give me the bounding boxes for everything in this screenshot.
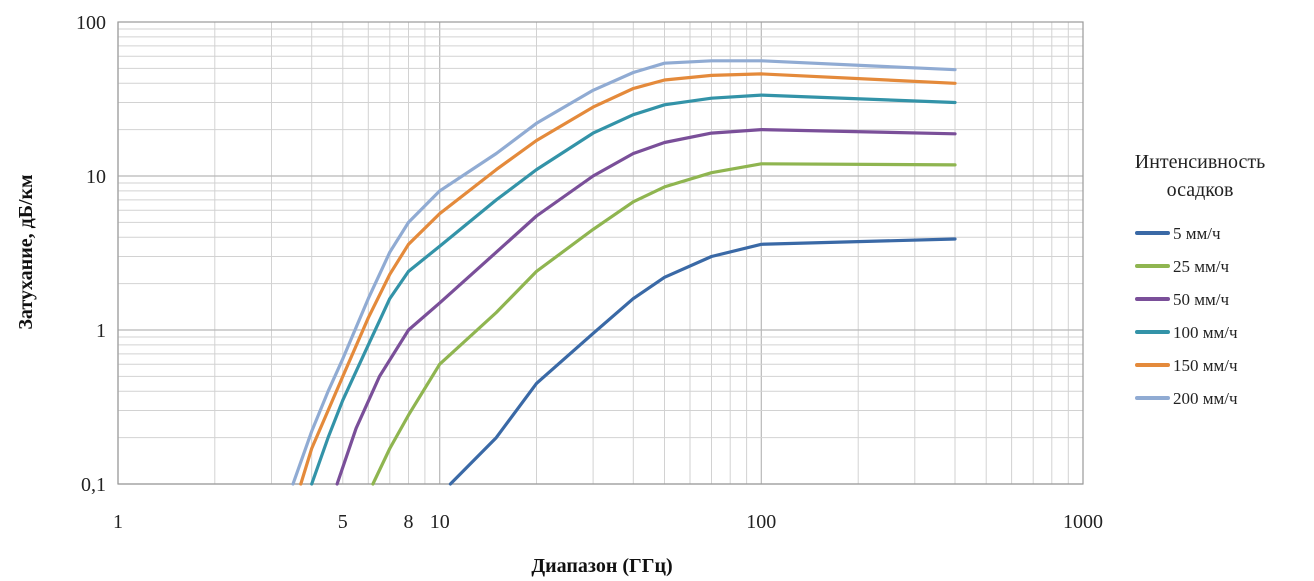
y-tick-label: 10 bbox=[86, 166, 106, 188]
x-tick-label: 10 bbox=[430, 511, 450, 533]
y-tick-label: 1 bbox=[96, 320, 106, 342]
y-axis-label: Затухание, дБ/км bbox=[15, 174, 37, 329]
legend-label-5: 200 мм/ч bbox=[1173, 389, 1238, 408]
legend-label-0: 5 мм/ч bbox=[1173, 224, 1221, 243]
x-axis-label: Диапазон (ГГц) bbox=[531, 555, 672, 577]
series-line-1 bbox=[371, 162, 957, 486]
legend-items: 5 мм/ч 25 мм/ч 50 мм/ч 100 мм/ч 150 мм/ч 200 … bbox=[1135, 224, 1238, 408]
series-line-4 bbox=[299, 72, 957, 486]
x-tick-label: 100 bbox=[746, 511, 776, 533]
x-tick-label: 1 bbox=[113, 511, 123, 533]
legend-label-2: 50 мм/ч bbox=[1173, 290, 1229, 309]
y-tick-label: 100 bbox=[76, 12, 106, 34]
x-tick-label: 5 bbox=[338, 511, 348, 533]
plot-frame bbox=[117, 21, 1084, 485]
series-line-3 bbox=[310, 93, 957, 486]
series-line-2 bbox=[335, 128, 957, 486]
legend-title-line-1: Интенсивность bbox=[1135, 151, 1265, 173]
legend-title-line-2: осадков bbox=[1167, 179, 1234, 201]
legend-label-4: 150 мм/ч bbox=[1173, 356, 1238, 375]
x-tick-labels: 1 5 8 10 100 1000 bbox=[113, 511, 1103, 533]
series-layer bbox=[291, 59, 957, 486]
series-line-5 bbox=[291, 59, 957, 486]
legend-label-3: 100 мм/ч bbox=[1173, 323, 1238, 342]
x-tick-label: 1000 bbox=[1063, 511, 1103, 533]
x-tick-label: 8 bbox=[404, 511, 414, 533]
y-tick-labels: 0,1 1 10 100 bbox=[76, 12, 106, 496]
series-line-0 bbox=[448, 237, 957, 486]
y-tick-label: 0,1 bbox=[81, 474, 106, 496]
legend-label-1: 25 мм/ч bbox=[1173, 257, 1229, 276]
plot-grid bbox=[117, 22, 1083, 485]
legend: Интенсивность осадков 5 мм/ч 25 мм/ч 50 мм… bbox=[1135, 151, 1265, 408]
